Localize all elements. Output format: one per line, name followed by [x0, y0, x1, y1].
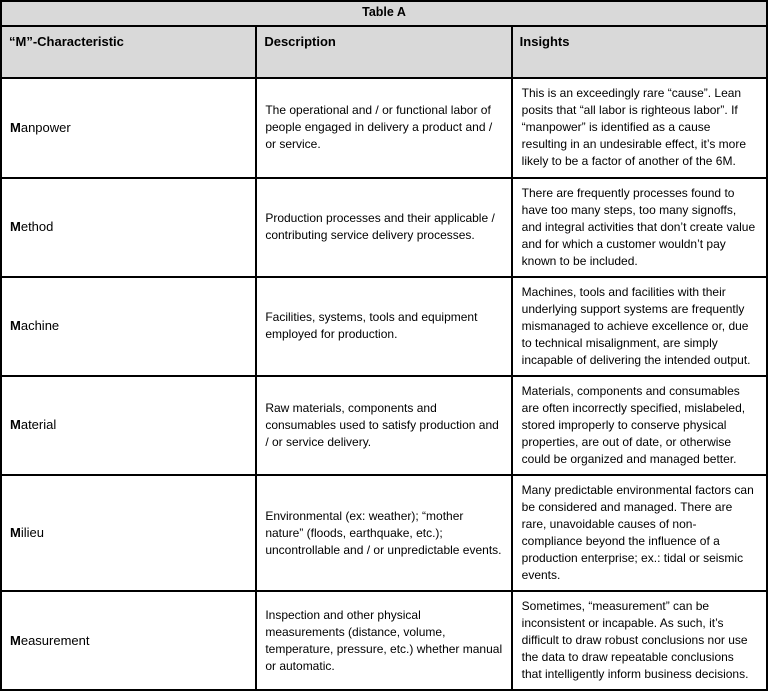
characteristic-name: Milieu	[10, 525, 44, 540]
cell-insights: Many predictable environmental factors c…	[510, 474, 768, 593]
characteristic-initial: M	[10, 318, 21, 333]
cell-description: Inspection and other physical measuremen…	[255, 591, 513, 691]
characteristic-rest: anpower	[20, 119, 71, 135]
table-header-row: “M”-Characteristic Description Insights	[0, 25, 768, 80]
cell-insights: This is an exceedingly rare “cause”. Lea…	[510, 78, 768, 179]
characteristic-rest: ilieu	[20, 524, 44, 540]
cell-characteristic: Method	[0, 177, 258, 278]
table-title-row: Table A	[0, 0, 768, 27]
column-header-insights: Insights	[510, 25, 768, 80]
characteristic-rest: achine	[20, 318, 60, 333]
cell-insights: Sometimes, “measurement” can be inconsis…	[510, 591, 768, 691]
characteristic-initial: M	[10, 524, 21, 540]
table-title: Table A	[0, 0, 768, 27]
column-header-characteristic: “M”-Characteristic	[0, 25, 258, 80]
table-row: Measurement Inspection and other physica…	[0, 591, 768, 691]
characteristic-name: Measurement	[10, 633, 90, 648]
characteristic-name: Method	[10, 219, 53, 234]
table-body: Manpower The operational and / or functi…	[0, 78, 768, 691]
cell-characteristic: Measurement	[0, 591, 258, 691]
cell-description: Facilities, systems, tools and equipment…	[255, 276, 513, 377]
characteristic-rest: ethod	[20, 218, 54, 234]
cell-description: The operational and / or functional labo…	[255, 78, 513, 179]
characteristic-initial: M	[10, 119, 21, 135]
characteristic-initial: M	[10, 218, 21, 234]
cell-characteristic: Milieu	[0, 474, 258, 593]
cell-characteristic: Material	[0, 375, 258, 476]
table-row: Machine Facilities, systems, tools and e…	[0, 276, 768, 377]
characteristic-initial: M	[10, 632, 21, 648]
cell-insights: Machines, tools and facilities with thei…	[510, 276, 768, 377]
column-header-description: Description	[255, 25, 513, 80]
cell-characteristic: Manpower	[0, 78, 258, 179]
table-row: Method Production processes and their ap…	[0, 177, 768, 278]
table-head: Table A “M”-Characteristic Description I…	[0, 0, 768, 80]
characteristic-rest: aterial	[20, 417, 57, 433]
characteristic-name: Manpower	[10, 120, 71, 135]
table-row: Milieu Environmental (ex: weather); “mot…	[0, 474, 768, 593]
characteristic-rest: easurement	[20, 632, 90, 648]
characteristic-initial: M	[10, 417, 21, 433]
cell-insights: Materials, components and consumables ar…	[510, 375, 768, 476]
characteristic-name: Machine	[10, 318, 59, 333]
characteristic-name: Material	[10, 417, 56, 432]
cell-description: Environmental (ex: weather); “mother nat…	[255, 474, 513, 593]
table-row: Manpower The operational and / or functi…	[0, 78, 768, 179]
cell-insights: There are frequently processes found to …	[510, 177, 768, 278]
cell-description: Raw materials, components and consumable…	[255, 375, 513, 476]
cell-characteristic: Machine	[0, 276, 258, 377]
cell-description: Production processes and their applicabl…	[255, 177, 513, 278]
table-row: Material Raw materials, components and c…	[0, 375, 768, 476]
